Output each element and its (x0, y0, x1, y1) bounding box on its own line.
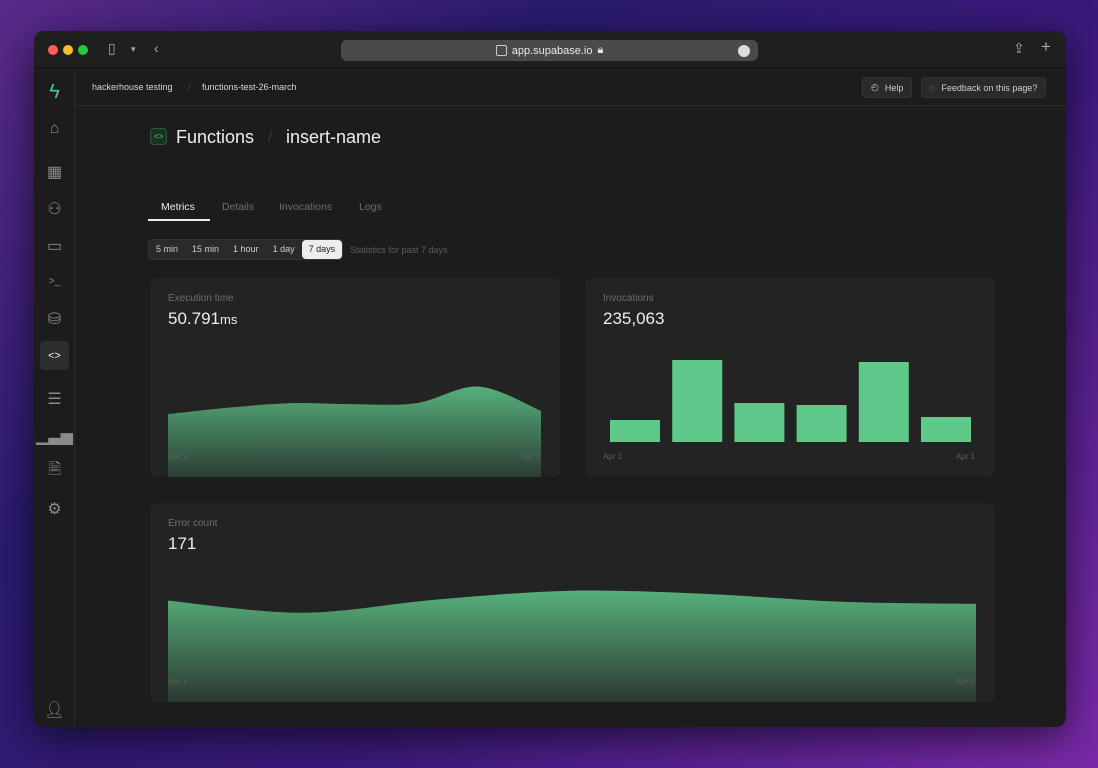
chart-title: Error count (168, 518, 218, 529)
lock-icon: 🔒︎ (597, 44, 604, 56)
bar (921, 417, 971, 442)
help-button[interactable]: ◴ Help (862, 77, 913, 98)
function-name: insert-name (286, 127, 382, 147)
help-label: Help (884, 82, 904, 93)
range-7days[interactable]: 7 days (301, 240, 343, 259)
minimize-window-button[interactable] (63, 45, 73, 55)
range-1hour[interactable]: 1 hour (233, 244, 259, 254)
help-icon: ◴ (871, 82, 879, 92)
site-icon (495, 45, 507, 56)
functions-badge-icon: <> (150, 128, 167, 145)
area-series (168, 590, 976, 702)
breadcrumb-project[interactable]: functions-test-26-march (202, 82, 297, 92)
tab-metrics[interactable]: Metrics (161, 201, 195, 213)
x-tick-end: Apr 1 (955, 677, 975, 686)
list-icon[interactable]: ☰ (47, 390, 62, 408)
time-range-selector: 5 min 15 min 1 hour 1 day 7 days (148, 239, 344, 260)
breadcrumb-org[interactable]: hackerhouse testing (92, 82, 173, 92)
bar (858, 362, 909, 442)
reports-icon[interactable]: ▁▃▅ (36, 427, 73, 445)
x-tick-end: Apr 1 (520, 452, 540, 461)
error-count-value: 171 (168, 534, 197, 553)
settings-icon[interactable]: ⚙ (47, 500, 62, 518)
range-1day[interactable]: 1 day (272, 244, 295, 254)
error-count-card: Error count 171 Apr 1 Apr 1 (150, 503, 995, 702)
url-text: app.supabase.io (511, 44, 593, 57)
active-tab-indicator (148, 219, 210, 221)
address-bar[interactable]: app.supabase.io 🔒︎ (341, 40, 758, 61)
chart-title: Execution time (168, 293, 234, 304)
invocations-chart (610, 360, 971, 442)
bar (672, 360, 723, 442)
feedback-label: Feedback on this page? (941, 82, 1038, 93)
close-window-button[interactable] (48, 45, 58, 55)
terminal-icon[interactable]: >_ (48, 276, 61, 287)
x-tick-start: Apr 1 (168, 677, 188, 686)
account-icon[interactable]: 👤︎ (44, 701, 65, 719)
main-content: <> Functions / insert-name Metrics Detai… (75, 106, 1066, 727)
breadcrumb-separator: / (188, 82, 191, 92)
functions-icon[interactable]: <> (40, 341, 69, 370)
tab-invocations[interactable]: Invocations (279, 201, 333, 213)
chevron-down-icon[interactable]: ▾ (131, 44, 136, 54)
docs-icon[interactable]: 🗎︎ (48, 461, 61, 478)
sidebar: ϟ ⌂ ▦ ⚇ ▭ >_ ⛁ <> ☰ ▁▃▅ 🗎︎ ⚙ 👤︎ (34, 68, 75, 727)
unit: ms (220, 312, 238, 327)
invocations-value: 235,063 (603, 309, 665, 328)
browser-titlebar: ▯ ▾ ‹ app.supabase.io 🔒︎ ⇪ + (34, 31, 1066, 68)
range-note: Statistics for past 7 days (350, 245, 448, 255)
users-icon[interactable]: ⚇ (47, 200, 62, 218)
browser-window: ▯ ▾ ‹ app.supabase.io 🔒︎ ⇪ + ϟ ⌂ ▦ ⚇ ▭ >_… (34, 31, 1066, 727)
execution-time-chart (168, 386, 541, 477)
database-icon[interactable]: ⛁ (47, 310, 62, 328)
execution-time-card: Execution time 50.791ms Apr 1 Apr 1 (150, 278, 560, 477)
title-separator: / (268, 129, 273, 146)
chart-title: Invocations (603, 293, 654, 304)
tab-details[interactable]: Details (222, 201, 255, 213)
value: 50.791 (168, 309, 220, 328)
chat-icon: ◌ (930, 82, 936, 93)
range-15min[interactable]: 15 min (192, 244, 220, 254)
x-tick-start: Apr 1 (168, 452, 188, 461)
error-count-chart (168, 590, 976, 702)
range-5min[interactable]: 5 min (156, 244, 179, 254)
page-section-title: Functions (176, 127, 255, 147)
table-icon[interactable]: ▦ (46, 163, 63, 181)
home-icon[interactable]: ⌂ (49, 119, 60, 137)
bar (734, 403, 785, 442)
execution-time-value: 50.791ms (168, 309, 237, 329)
tab-logs[interactable]: Logs (359, 201, 382, 213)
more-icon[interactable] (738, 44, 750, 57)
top-header: hackerhouse testing / functions-test-26-… (75, 68, 1066, 106)
x-tick-start: Apr 1 (603, 452, 623, 461)
sidebar-toggle-icon[interactable]: ▯ (108, 40, 116, 56)
back-icon[interactable]: ‹ (154, 40, 159, 56)
maximize-window-button[interactable] (78, 45, 88, 55)
bar (796, 405, 847, 442)
feedback-button[interactable]: ◌ Feedback on this page? (921, 77, 1047, 98)
invocations-card: Invocations 235,063 Apr 1 Apr 1 (585, 278, 995, 477)
supabase-logo[interactable]: ϟ (49, 81, 60, 103)
share-icon[interactable]: ⇪ (1013, 40, 1025, 56)
x-tick-end: Apr 1 (955, 452, 975, 461)
area-series (168, 386, 541, 477)
bar (610, 420, 660, 442)
storage-icon[interactable]: ▭ (46, 237, 63, 255)
new-tab-icon[interactable]: + (1041, 37, 1051, 56)
